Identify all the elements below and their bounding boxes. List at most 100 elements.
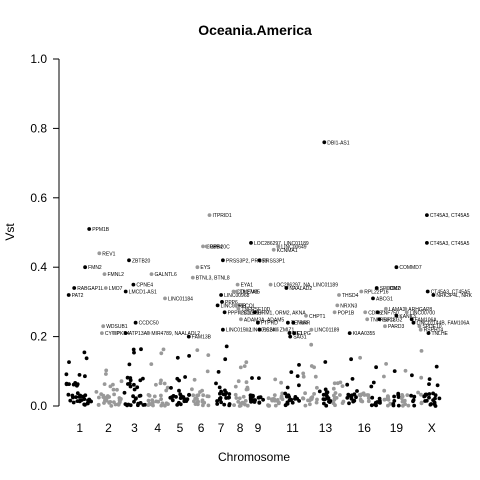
data-point: [315, 397, 319, 402]
labeled-point: [292, 331, 296, 335]
labeled-point: [384, 286, 389, 290]
point-label: PPM1B: [92, 227, 110, 233]
labeled-point: [309, 327, 314, 332]
data-point: [283, 391, 288, 396]
y-tick-label: 1.0: [30, 52, 47, 66]
labeled-point: [365, 317, 370, 322]
data-point: [437, 396, 442, 401]
data-point: [109, 404, 114, 408]
data-point: [174, 395, 178, 399]
labeled-point: [431, 293, 436, 297]
data-point: [75, 391, 80, 396]
data-point: [422, 394, 427, 399]
data-point: [138, 393, 143, 398]
labeled-point: [409, 317, 414, 322]
point-label: ITPRID1: [213, 213, 232, 219]
data-point: [182, 399, 187, 404]
point-label: PAT2: [72, 293, 84, 299]
point-label: FMNL2: [108, 272, 125, 278]
labeled-point: [101, 324, 106, 329]
data-point: [373, 400, 378, 405]
point-label: LMCD1-AS1: [129, 290, 157, 296]
data-point: [374, 365, 378, 370]
data-point: [67, 360, 71, 364]
data-point: [71, 400, 76, 405]
data-point: [419, 375, 424, 380]
data-point: [138, 378, 143, 383]
data-point: [427, 395, 431, 400]
point-label: LAMA3: [389, 307, 406, 313]
data-point: [297, 383, 301, 388]
data-point: [224, 390, 229, 395]
chart-title: Oceania.America: [198, 22, 312, 38]
labeled-point: [222, 310, 227, 315]
data-point: [164, 388, 169, 393]
data-point: [78, 393, 83, 398]
data-point: [83, 393, 88, 398]
point-label: EYA1: [241, 283, 254, 289]
data-point: [232, 403, 237, 407]
data-point: [86, 401, 90, 406]
point-label: DBI1-AS1: [327, 140, 349, 146]
data-point: [99, 392, 104, 396]
x-tick-label: 7: [218, 421, 225, 435]
y-tick-label: 0.2: [30, 330, 47, 344]
labeled-point: [133, 320, 138, 325]
data-point: [233, 384, 238, 389]
data-point: [332, 381, 337, 386]
data-point: [241, 394, 246, 399]
data-point: [161, 347, 166, 352]
labeled-point: [271, 247, 276, 252]
data-point: [312, 392, 316, 396]
labeled-point: [347, 331, 352, 335]
data-point: [215, 402, 220, 406]
data-point: [295, 374, 300, 378]
data-point: [331, 386, 336, 391]
labeled-point: [207, 213, 212, 218]
point-label: CT45A3, CT45A5: [430, 241, 470, 247]
data-point: [382, 388, 387, 393]
point-label: ZNF750: [381, 310, 399, 316]
point-label: PTPRD: [261, 321, 278, 327]
labeled-point: [371, 296, 375, 301]
point-label: REV1: [102, 251, 115, 257]
labeled-point: [374, 286, 379, 290]
data-point: [84, 356, 89, 361]
data-point: [154, 382, 158, 387]
data-point: [146, 403, 151, 407]
data-point: [257, 376, 261, 380]
data-point: [201, 393, 206, 398]
data-point: [406, 403, 411, 408]
data-point: [181, 395, 186, 399]
point-label: PRSS3P2, PRSS3: [226, 258, 268, 264]
labeled-point: [220, 300, 224, 304]
point-label: ABCG1: [376, 296, 393, 302]
data-point: [323, 360, 328, 364]
labeled-point: [276, 244, 281, 249]
data-point: [244, 360, 249, 365]
data-point: [132, 350, 136, 355]
point-label: LINC01512: [226, 328, 252, 334]
point-label: KIAA0355: [353, 331, 376, 337]
x-tick-label: 1: [76, 421, 83, 435]
labeled-point: [238, 310, 243, 315]
data-point: [215, 399, 220, 403]
data-point: [427, 377, 432, 381]
data-point: [332, 397, 337, 402]
point-label: LINC01184: [168, 296, 193, 302]
point-label: LOC286297, NA, LINC01189: [274, 283, 339, 289]
data-point: [433, 393, 438, 398]
data-point: [249, 399, 253, 404]
labeled-point: [249, 241, 253, 245]
labeled-point: [394, 313, 399, 318]
data-point: [434, 364, 439, 369]
data-point: [104, 398, 109, 403]
labeled-point: [332, 310, 337, 315]
labeled-point: [257, 258, 262, 263]
data-point: [427, 392, 432, 396]
labeled-point: [287, 331, 292, 335]
point-label: ADAM3A, ADAM5: [244, 317, 285, 323]
data-point: [78, 398, 82, 403]
point-label: ORM1, ORM2, AKNA: [258, 310, 306, 316]
point-label: BTNL3, BTNL8: [196, 276, 230, 282]
